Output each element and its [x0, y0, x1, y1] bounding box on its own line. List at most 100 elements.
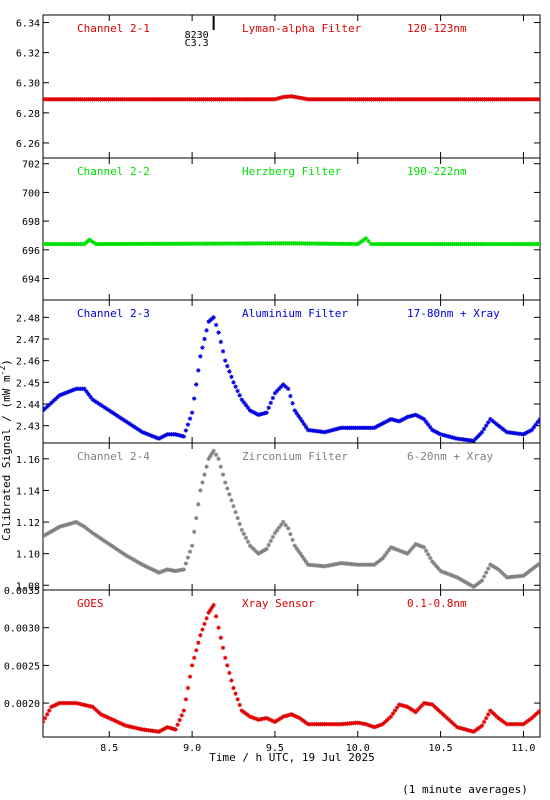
data-point: [303, 720, 309, 725]
data-point: [189, 663, 195, 668]
data-point: [247, 714, 253, 719]
data-point: [57, 524, 62, 529]
data-point: [336, 426, 342, 431]
y-tick-label: 702: [22, 160, 40, 171]
data-point: [450, 573, 456, 578]
data-point: [55, 395, 60, 400]
data-point: [181, 708, 187, 713]
data-point: [403, 550, 408, 556]
data-point: [96, 535, 102, 540]
data-point: [181, 434, 187, 439]
y-tick-label: 0.0025: [4, 661, 40, 672]
data-point: [109, 716, 114, 722]
data-point: [469, 728, 474, 734]
data-point: [148, 566, 153, 571]
data-point: [86, 703, 91, 709]
data-point: [403, 704, 408, 709]
data-point: [264, 546, 269, 552]
data-point: [227, 369, 232, 374]
data-point: [125, 554, 131, 559]
data-point: [249, 715, 255, 720]
data-point: [417, 414, 423, 420]
data-point: [150, 567, 155, 572]
data-point: [160, 568, 166, 574]
data-point: [119, 416, 124, 421]
panel-4: 1.08 1.10 1.12 1.14 1.16 Channel 2-4 Zirconium…: [16, 442, 541, 592]
data-point: [268, 717, 273, 723]
data-point: [252, 547, 257, 552]
data-point: [115, 547, 120, 552]
data-point: [450, 435, 456, 440]
data-point: [57, 393, 62, 398]
data-point: [448, 572, 454, 578]
data-point: [119, 721, 124, 727]
data-point: [83, 240, 89, 245]
data-point: [533, 422, 539, 427]
data-point: [357, 240, 363, 245]
data-point: [55, 701, 60, 707]
data-point: [183, 428, 189, 433]
data-point: [216, 456, 221, 462]
data-point: [264, 715, 269, 721]
data-point: [430, 427, 435, 433]
data-point: [326, 428, 331, 434]
data-point: [502, 428, 507, 433]
data-point: [446, 571, 452, 577]
panel-5: 0.0020 0.0025 0.0030 0.0035 GOES Xray Sensor 0…: [4, 586, 541, 738]
data-point: [98, 712, 104, 717]
data-point: [388, 545, 394, 550]
data-point: [88, 394, 93, 400]
data-point: [223, 358, 228, 363]
data-point: [473, 436, 479, 441]
data-point: [158, 435, 164, 440]
data-point: [235, 388, 240, 394]
data-point: [76, 701, 81, 706]
data-point: [289, 712, 294, 717]
data-point: [430, 559, 435, 564]
data-point: [262, 411, 267, 416]
y-tick-label: 0.0020: [4, 699, 40, 710]
data-point: [440, 432, 445, 438]
data-point: [235, 697, 240, 702]
data-point: [63, 390, 68, 396]
data-point: [173, 432, 178, 437]
data-point: [401, 416, 406, 422]
y-tick-label: 2.43: [16, 422, 40, 433]
data-point: [365, 722, 371, 728]
data-point: [486, 566, 491, 571]
data-point: [434, 564, 439, 569]
data-point: [300, 419, 305, 424]
data-point: [185, 555, 191, 560]
data-point: [463, 727, 468, 732]
data-point: [96, 710, 102, 715]
data-point: [189, 410, 195, 415]
data-point: [290, 537, 295, 543]
data-point: [448, 719, 454, 724]
data-point: [160, 434, 166, 439]
data-point: [448, 434, 454, 440]
data-point: [127, 555, 133, 560]
data-point: [461, 726, 466, 732]
data-point: [396, 419, 402, 424]
panel-band-label: 17-80nm + Xray: [407, 307, 500, 320]
data-point: [283, 384, 288, 389]
data-point: [500, 426, 505, 432]
data-point: [537, 416, 540, 422]
data-point: [461, 578, 466, 584]
data-point: [82, 386, 87, 392]
data-point: [241, 400, 247, 405]
data-point: [71, 520, 77, 525]
data-point: [529, 715, 534, 721]
data-point: [146, 565, 151, 570]
data-point: [119, 550, 124, 555]
data-point: [117, 415, 122, 420]
data-point: [179, 433, 184, 439]
data-point: [438, 432, 443, 437]
data-point: [196, 640, 201, 645]
data-point: [49, 400, 54, 406]
data-point: [225, 363, 230, 369]
data-point: [415, 542, 421, 548]
data-point: [136, 726, 141, 731]
data-point: [372, 562, 377, 567]
